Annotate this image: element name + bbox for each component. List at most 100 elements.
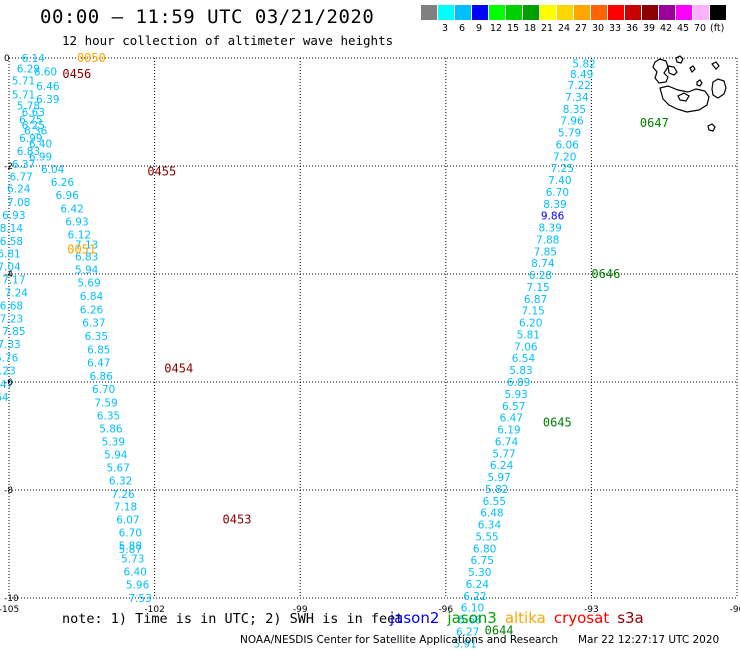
- swh-value: 6.12: [68, 230, 91, 242]
- swh-value: 6.77: [9, 171, 32, 183]
- swh-value: 6.14: [22, 53, 46, 65]
- swh-value: 6.96: [56, 190, 80, 202]
- pass-time-label: 0050: [77, 51, 106, 65]
- swh-value: 5.77: [492, 448, 515, 460]
- x-tick-label: -96: [438, 605, 453, 615]
- swh-value: 7.53: [128, 593, 151, 605]
- y-tick-label: 0: [4, 54, 10, 64]
- y-tick-label: -6: [4, 378, 13, 388]
- swh-value: 6.37: [82, 318, 105, 330]
- swh-value: 6.83: [17, 146, 40, 158]
- pass-time-label: 0455: [147, 164, 176, 178]
- swh-value: 6.75: [471, 555, 494, 567]
- swh-value: 7.24: [5, 287, 29, 299]
- swh-value: 6.28: [529, 270, 552, 282]
- swh-value: 6.64: [0, 392, 9, 404]
- swh-value: 6.81: [0, 248, 21, 260]
- swh-value: 5.93: [504, 389, 527, 401]
- legend-bin-label: 21: [541, 23, 554, 34]
- swh-value: 5.69: [77, 278, 100, 290]
- satellite-altika-label: altika: [504, 609, 546, 627]
- legend-swatch: [591, 5, 607, 20]
- map-title: 00:00 – 11:59 UTC 03/21/2020: [40, 6, 375, 28]
- swh-value: 9.86: [541, 211, 565, 223]
- swh-value: 6.24: [7, 184, 31, 196]
- swh-value: 7.23: [0, 366, 16, 378]
- swh-value: 6.58: [0, 236, 23, 248]
- swh-value: 6.85: [87, 345, 110, 357]
- swh-value: 8.35: [563, 104, 586, 116]
- x-tick-label: -102: [144, 605, 164, 615]
- swh-value: 6.25: [22, 120, 45, 132]
- swh-value: 6.32: [109, 475, 132, 487]
- swh-value: 6.24: [466, 579, 490, 591]
- pass-time-label: 0456: [62, 67, 91, 81]
- swh-value: 5.67: [107, 462, 130, 474]
- swh-value: 5.79: [558, 128, 581, 140]
- swh-value: 6.48: [480, 508, 503, 520]
- legend-bin-label: 24: [558, 23, 571, 34]
- x-tick-label: -90: [730, 605, 740, 615]
- swh-value: 7.08: [7, 197, 30, 209]
- swh-value: 5.88: [119, 541, 142, 553]
- swh-value: 6.40: [123, 567, 146, 579]
- swh-value: 5.78: [17, 101, 40, 113]
- galapagos-islands: [652, 55, 727, 132]
- swh-value: 7.96: [560, 116, 584, 128]
- swh-value: 6.76: [0, 353, 19, 365]
- legend-bin-label: 33: [609, 23, 622, 34]
- swh-value: 6.70: [92, 384, 115, 396]
- swh-value: 6.29: [17, 63, 40, 75]
- swh-value: 6.26: [51, 177, 75, 189]
- legend-swatch: [710, 5, 726, 20]
- swh-value: 7.40: [548, 175, 571, 187]
- legend-bin-label: 18: [524, 23, 537, 34]
- swh-value: 5.71: [12, 90, 35, 102]
- swh-value: 7.85: [2, 326, 25, 338]
- y-tick-label: -2: [4, 162, 13, 172]
- pass-time-label: 0453: [223, 513, 252, 527]
- swh-value: 6.25: [19, 115, 42, 127]
- legend-bin-label: 3: [442, 23, 449, 34]
- swh-value: 5.68: [458, 615, 481, 627]
- legend-bin-label: 27: [575, 23, 588, 34]
- axis-tick-labels: -105 -102 -99 -96 -93 -90 0 -2 -4 -6 -8 -10: [0, 54, 740, 615]
- legend-bin-label: 70: [694, 23, 707, 34]
- swh-value: 6.86: [90, 371, 114, 383]
- swh-value: 6.93: [2, 210, 25, 222]
- map-subtitle: 12 hour collection of altimeter wave hei…: [62, 33, 394, 48]
- swh-value: 8.49: [570, 69, 593, 81]
- swh-value: 5.83: [509, 365, 532, 377]
- swh-value: 6.22: [463, 591, 486, 603]
- y-tick-label: -8: [4, 486, 13, 496]
- legend-swatch: [625, 5, 641, 20]
- swh-value: 6.34: [478, 520, 502, 532]
- swh-value: 6.20: [519, 318, 542, 330]
- x-tick-label: -93: [584, 605, 599, 615]
- swh-value: 6.84: [80, 291, 104, 303]
- swh-value: 7.25: [551, 163, 574, 175]
- legend-bin-label: 15: [507, 23, 520, 34]
- generated-timestamp: Mar 22 12:27:17 UTC 2020: [578, 634, 720, 646]
- swh-value: 8.39: [538, 223, 561, 235]
- swh-value: 7.22: [568, 80, 591, 92]
- swh-value: 5.82: [485, 484, 508, 496]
- swh-value: 6.57: [502, 401, 525, 413]
- swh-value: 7.59: [94, 398, 117, 410]
- swh-value: 6.70: [119, 528, 142, 540]
- legend-unit: (ft): [710, 23, 725, 34]
- pass-time-labels: 0050 0456 0455 0051 0454 0453 0647 0646 0645 0644: [62, 51, 668, 637]
- swh-value: 8.39: [543, 199, 566, 211]
- swh-value: 6.06: [555, 139, 579, 151]
- swh-value: 7.26: [111, 489, 135, 501]
- legend-bin-label: 30: [592, 23, 605, 34]
- swh-value: 6.42: [60, 204, 83, 216]
- swh-value: 7.85: [534, 246, 557, 258]
- swh-value: 6.47: [87, 358, 110, 370]
- swh-value: 7.17: [2, 274, 25, 286]
- swh-value: 6.54: [512, 353, 536, 365]
- swh-value: 6.04: [41, 164, 65, 176]
- swh-value: 5.91: [454, 638, 477, 650]
- swh-value: 6.46: [36, 81, 60, 93]
- swh-value: 6.27: [456, 626, 479, 638]
